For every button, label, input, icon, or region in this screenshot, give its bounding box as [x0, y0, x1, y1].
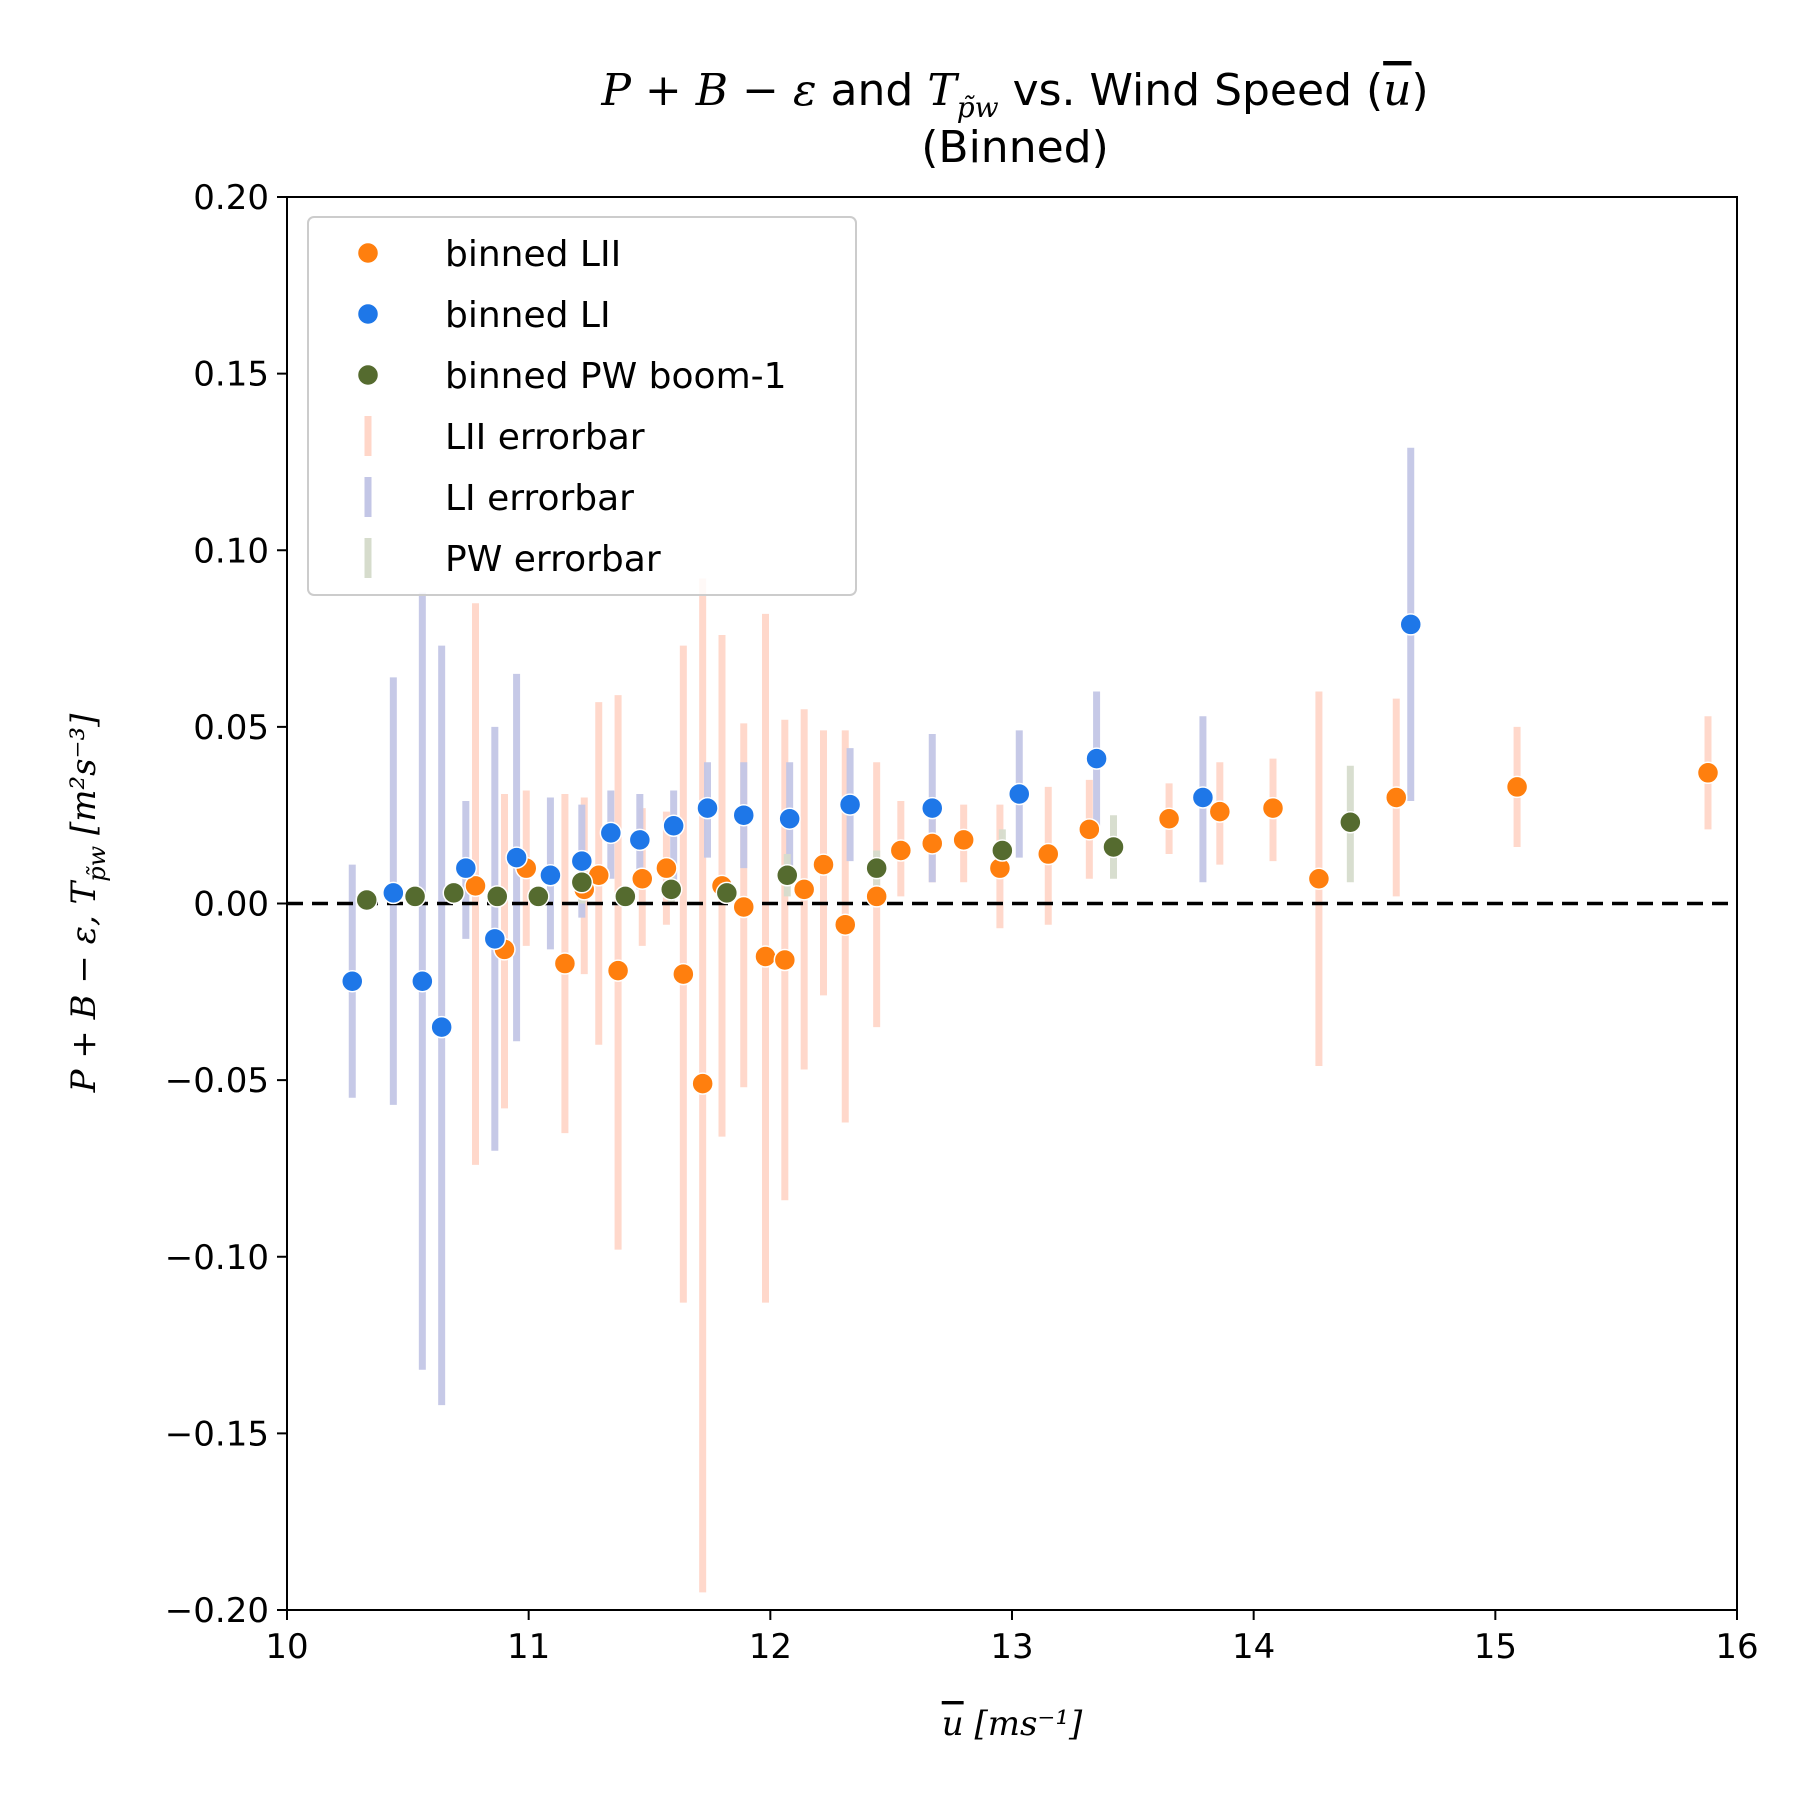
legend-frame — [307, 216, 857, 596]
point-binned-li-14 — [778, 807, 801, 830]
point-binned-pw-boom-1-4 — [527, 885, 550, 908]
point-binned-li-13 — [732, 803, 755, 827]
point-binned-lii-14 — [773, 948, 797, 972]
point-binned-lii-31 — [1696, 761, 1720, 785]
y-tick-label: 0.05 — [193, 708, 269, 748]
point-binned-pw-boom-1-12 — [1102, 835, 1125, 859]
y-axis-ticks: −0.20 −0.15 −0.10 −0.05 0.00 0.05 0.10 0.15 0.20 — [165, 178, 287, 1631]
y-tick-label: 0.00 — [193, 885, 269, 925]
point-binned-lii-12 — [732, 895, 755, 919]
point-binned-li-0 — [341, 969, 364, 993]
point-binned-lii-19 — [889, 839, 913, 862]
point-binned-pw-boom-1-11 — [991, 839, 1014, 862]
point-binned-pw-boom-1-13 — [1339, 811, 1362, 834]
point-binned-pw-boom-1-1 — [403, 885, 427, 908]
chart-title-line1: P + B − ε and Tp̃w vs. Wind Speed (u) — [600, 65, 1428, 124]
point-binned-li-19 — [1191, 786, 1215, 809]
y-tick-label: 0.10 — [193, 531, 269, 571]
point-binned-lii-21 — [952, 828, 975, 852]
point-binned-pw-boom-1-7 — [660, 878, 683, 901]
point-binned-lii-3 — [553, 952, 577, 975]
y-axis-label: P + B − ε, Tp̃w [m²s⁻³] — [64, 713, 111, 1093]
legend: binned LII binned LI binned PW boom-1 LII e… — [307, 216, 857, 596]
point-binned-lii-13 — [754, 945, 777, 968]
point-binned-lii-10 — [691, 1072, 714, 1095]
x-tick-label: 15 — [1474, 1627, 1517, 1667]
x-axis-label: u [ms⁻¹] — [942, 1704, 1083, 1744]
y-tick-label: 0.15 — [193, 355, 269, 395]
point-binned-pw-boom-1-5 — [570, 871, 594, 894]
y-tick-label: −0.10 — [165, 1238, 269, 1278]
x-tick-label: 16 — [1715, 1627, 1758, 1667]
point-binned-lii-28 — [1307, 867, 1331, 891]
y-tick-label: −0.05 — [165, 1061, 269, 1101]
x-tick-label: 13 — [990, 1627, 1033, 1667]
point-binned-lii-0 — [464, 874, 487, 898]
point-binned-li-17 — [1008, 782, 1031, 806]
point-binned-pw-boom-1-3 — [486, 885, 509, 908]
point-binned-li-9 — [599, 821, 623, 845]
point-binned-lii-27 — [1261, 796, 1285, 820]
point-binned-lii-8 — [655, 856, 678, 880]
x-tick-label: 14 — [1232, 1627, 1275, 1667]
point-binned-li-10 — [628, 828, 652, 852]
point-binned-li-12 — [696, 796, 719, 820]
legend-label-li-errorbar: LI errorbar — [445, 478, 634, 519]
point-binned-pw-boom-1-9 — [776, 863, 799, 887]
point-binned-lii-20 — [921, 832, 944, 855]
point-binned-li-20 — [1399, 613, 1422, 636]
point-binned-li-5 — [483, 927, 507, 951]
legend-marker-binned-pw-boom-1 — [356, 363, 380, 387]
point-binned-lii-18 — [865, 885, 888, 908]
point-binned-li-3 — [430, 1015, 453, 1039]
legend-label-pw-errorbar: PW errorbar — [445, 539, 661, 580]
point-binned-li-2 — [411, 969, 434, 993]
legend-label-binned-lii: binned LII — [445, 234, 621, 275]
point-binned-li-16 — [921, 796, 944, 820]
point-binned-lii-17 — [834, 913, 857, 936]
x-tick-label: 12 — [749, 1627, 792, 1667]
y-tick-label: 0.20 — [193, 178, 269, 218]
point-binned-li-7 — [539, 863, 562, 887]
chart-title-line2: (Binned) — [921, 122, 1109, 173]
point-binned-li-6 — [505, 846, 528, 869]
point-binned-lii-15 — [792, 878, 816, 901]
point-binned-lii-29 — [1385, 786, 1408, 809]
point-binned-lii-25 — [1157, 807, 1181, 830]
x-tick-label: 11 — [507, 1627, 550, 1667]
point-binned-lii-16 — [812, 853, 835, 876]
legend-label-binned-pw-boom-1: binned PW boom-1 — [445, 356, 787, 397]
y-tick-label: −0.15 — [165, 1414, 269, 1454]
legend-label-binned-li: binned LI — [445, 295, 611, 336]
point-binned-pw-boom-1-6 — [614, 885, 637, 908]
x-axis-ticks: 10 11 12 13 14 15 16 — [265, 1610, 1759, 1667]
points-layer — [341, 613, 1720, 1095]
point-binned-lii-23 — [1037, 842, 1060, 866]
point-binned-lii-6 — [606, 959, 630, 982]
legend-label-lii-errorbar: LII errorbar — [445, 417, 645, 458]
point-binned-pw-boom-1-2 — [442, 881, 465, 905]
point-binned-li-15 — [838, 793, 862, 816]
point-binned-li-4 — [454, 856, 478, 880]
point-binned-lii-26 — [1208, 800, 1232, 823]
point-binned-lii-30 — [1505, 775, 1529, 799]
point-binned-li-1 — [382, 881, 405, 905]
legend-marker-binned-li — [356, 302, 380, 326]
y-tick-label: −0.20 — [165, 1591, 269, 1631]
point-binned-lii-24 — [1078, 818, 1101, 841]
point-binned-li-8 — [570, 849, 594, 873]
point-binned-lii-9 — [672, 962, 695, 986]
x-tick-label: 10 — [265, 1627, 308, 1667]
point-binned-pw-boom-1-10 — [865, 856, 888, 880]
legend-marker-binned-lii — [356, 241, 380, 265]
point-binned-lii-7 — [631, 867, 654, 891]
point-binned-pw-boom-1-8 — [715, 881, 739, 905]
point-binned-pw-boom-1-0 — [355, 888, 378, 912]
point-binned-li-18 — [1085, 747, 1108, 770]
point-binned-li-11 — [662, 814, 685, 838]
